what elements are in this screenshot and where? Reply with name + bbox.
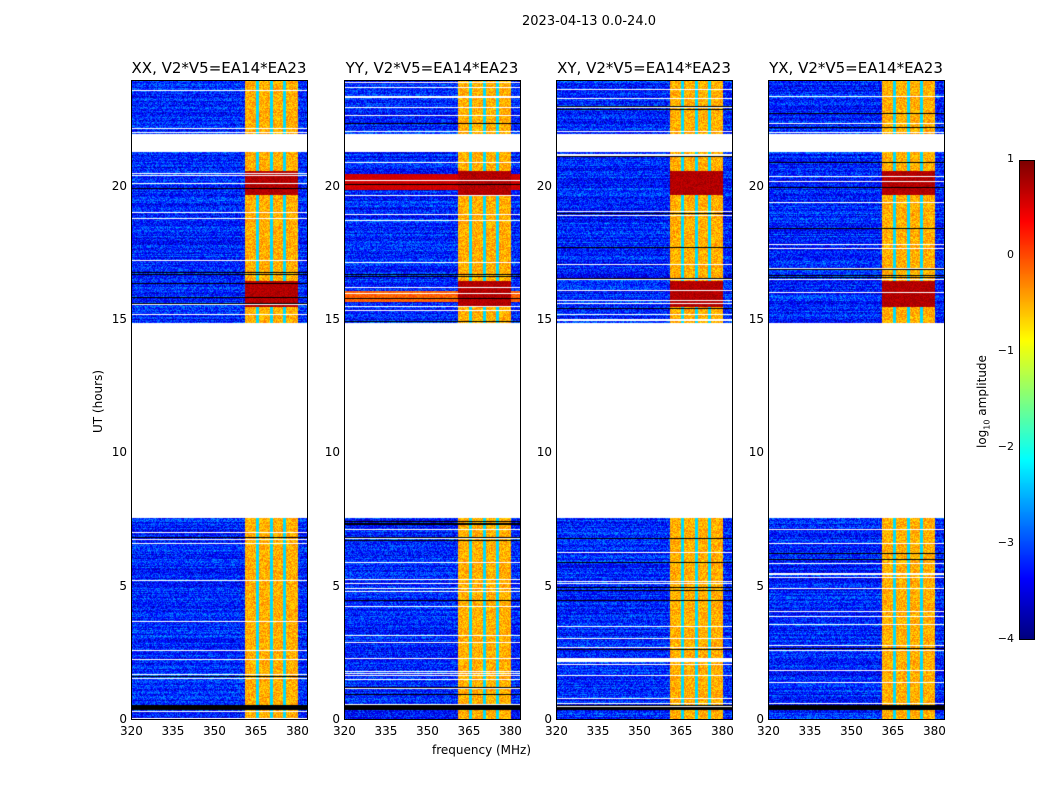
colorbar-label: log10 amplitude [975, 355, 991, 448]
y-tick-label: 0 [756, 712, 764, 726]
colorbar-tick-label: −4 [997, 632, 1014, 645]
colorbar-tick-label: −2 [997, 440, 1014, 453]
x-tick-label: 335 [374, 724, 398, 738]
x-tick-label: 350 [839, 724, 863, 738]
x-tick-label: 335 [161, 724, 185, 738]
x-tick-label: 320 [545, 724, 568, 738]
heatmap-image [345, 81, 520, 719]
x-tick-label: 320 [757, 724, 780, 738]
x-tick-label: 350 [202, 724, 226, 738]
heatmap-panel-yy [344, 80, 521, 720]
x-tick-label: 380 [710, 724, 734, 738]
heatmap-panel-yx [768, 80, 945, 720]
colorbar-tick-label: 1 [1007, 152, 1014, 165]
colorbar-tick-label: −3 [997, 536, 1014, 549]
y-tick-label: 0 [332, 712, 340, 726]
x-tick-label: 365 [881, 724, 905, 738]
heatmap-image [132, 81, 307, 719]
y-axis-label: UT (hours) [91, 369, 105, 433]
colorbar-gradient [1020, 161, 1034, 639]
y-tick-label: 10 [748, 445, 764, 460]
y-tick-label: 15 [536, 312, 552, 326]
y-tick-label: 15 [324, 312, 340, 326]
y-tick-label: 5 [756, 578, 764, 593]
x-tick-label: 380 [922, 724, 946, 738]
y-tick-label: 0 [544, 712, 552, 726]
panel-title: XX, V2*V5=EA14*EA23 [131, 59, 307, 77]
y-tick-label: 10 [536, 445, 552, 460]
x-tick-label: 335 [798, 724, 822, 738]
colorbar-tick-label: 0 [1007, 248, 1014, 261]
heatmap-image [769, 81, 944, 719]
x-axis-label: frequency (MHz) [432, 743, 532, 757]
x-tick-label: 320 [333, 724, 356, 738]
colorbar-label-rest: amplitude [975, 355, 989, 420]
x-tick-label: 320 [120, 724, 143, 738]
panel-title: YX, V2*V5=EA14*EA23 [769, 59, 943, 77]
y-tick-label: 10 [111, 445, 127, 460]
x-tick-label: 350 [627, 724, 651, 738]
y-tick-label: 15 [111, 312, 127, 326]
y-tick-label: 0 [119, 712, 127, 726]
y-tick-label: 20 [536, 178, 552, 193]
x-tick-label: 350 [415, 724, 439, 738]
y-tick-label: 20 [324, 178, 340, 193]
y-tick-label: 10 [324, 445, 340, 460]
x-tick-label: 365 [244, 724, 268, 738]
y-tick-label: 5 [332, 578, 340, 593]
heatmap-panel-xx [131, 80, 308, 720]
x-tick-label: 365 [457, 724, 481, 738]
colorbar-tick-label: −1 [997, 344, 1014, 357]
heatmap-panel-xy [556, 80, 733, 720]
figure-suptitle: 2023-04-13 0.0-24.0 [522, 14, 656, 29]
panel-title: YY, V2*V5=EA14*EA23 [345, 59, 519, 77]
x-tick-label: 365 [669, 724, 693, 738]
x-tick-label: 335 [586, 724, 610, 738]
y-tick-label: 20 [111, 178, 127, 193]
y-tick-label: 5 [544, 578, 552, 593]
y-tick-label: 5 [119, 578, 127, 593]
colorbar [1019, 160, 1035, 640]
colorbar-label-main: log [975, 429, 989, 448]
x-tick-label: 380 [285, 724, 309, 738]
x-tick-label: 380 [498, 724, 522, 738]
colorbar-label-sub: 10 [982, 419, 992, 430]
heatmap-image [557, 81, 732, 719]
panel-title: XY, V2*V5=EA14*EA23 [557, 59, 731, 77]
y-tick-label: 15 [748, 312, 764, 326]
y-tick-label: 20 [748, 178, 764, 193]
